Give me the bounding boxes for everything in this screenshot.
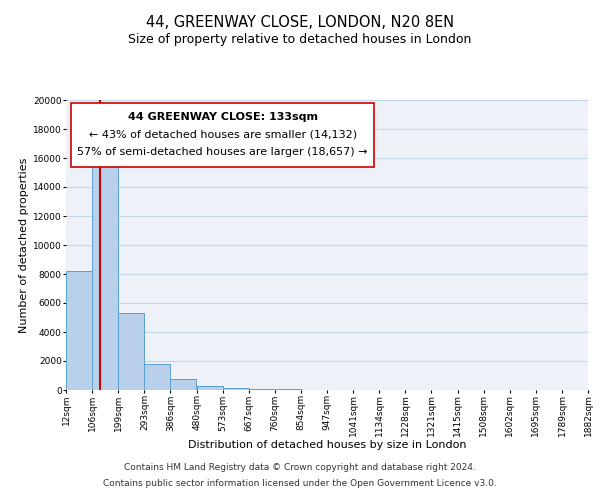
Bar [197,386,223,390]
Text: 57% of semi-detached houses are larger (18,657) →: 57% of semi-detached houses are larger (… [77,147,368,157]
X-axis label: Distribution of detached houses by size in London: Distribution of detached houses by size … [188,440,466,450]
Bar [223,388,248,390]
Bar [92,151,118,390]
Bar [66,271,92,390]
Text: Contains HM Land Registry data © Crown copyright and database right 2024.: Contains HM Land Registry data © Crown c… [124,464,476,472]
Text: 44, GREENWAY CLOSE, LONDON, N20 8EN: 44, GREENWAY CLOSE, LONDON, N20 8EN [146,15,454,30]
Text: 44 GREENWAY CLOSE: 133sqm: 44 GREENWAY CLOSE: 133sqm [128,112,317,122]
Bar [145,364,170,390]
Text: ← 43% of detached houses are smaller (14,132): ← 43% of detached houses are smaller (14… [89,130,356,140]
Text: Size of property relative to detached houses in London: Size of property relative to detached ho… [128,32,472,46]
Bar [170,379,196,390]
Y-axis label: Number of detached properties: Number of detached properties [19,158,29,332]
Text: Contains public sector information licensed under the Open Government Licence v3: Contains public sector information licen… [103,478,497,488]
FancyBboxPatch shape [71,103,374,166]
Bar [118,313,144,390]
Bar [249,388,275,390]
